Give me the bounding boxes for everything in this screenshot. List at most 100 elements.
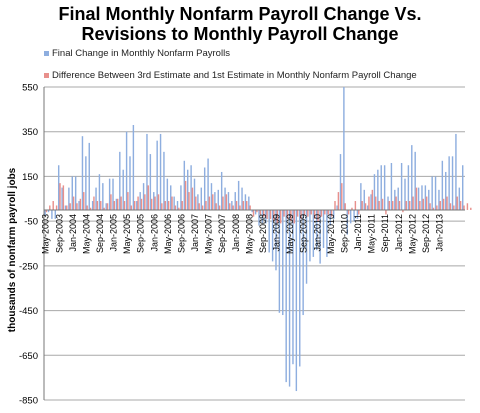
bar-revision-difference	[317, 209, 319, 222]
bar-final-change	[438, 189, 440, 210]
bar-revision-difference	[436, 205, 438, 210]
bar-final-change	[349, 209, 352, 224]
x-tick-label: Jan-2008	[231, 214, 241, 252]
bar-revision-difference	[76, 203, 78, 210]
bar-revision-difference	[453, 205, 455, 210]
bar-revision-difference	[117, 198, 119, 210]
bar-revision-difference	[337, 192, 340, 210]
bar-final-change	[166, 178, 169, 210]
x-tick-label: May-2009	[285, 214, 295, 254]
bar-final-change	[288, 209, 291, 387]
bar-revision-difference	[442, 198, 445, 210]
bar-final-change	[448, 156, 450, 210]
bar-final-change	[305, 209, 308, 284]
bar-final-change	[326, 209, 328, 257]
bar-final-change	[417, 187, 420, 210]
legend-item-revision-difference: Difference Between 3rd Estimate and 1st …	[44, 70, 417, 81]
bar-revision-difference	[164, 201, 166, 210]
bar-revision-difference	[286, 209, 289, 219]
bar-final-change	[170, 185, 172, 210]
bar-revision-difference	[222, 196, 224, 210]
bar-revision-difference	[364, 203, 367, 210]
bar-final-change	[346, 209, 348, 235]
bar-revision-difference	[290, 209, 292, 222]
bar-revision-difference	[354, 201, 357, 210]
bar-revision-difference	[72, 196, 75, 210]
bar-final-change	[366, 205, 369, 210]
bar-revision-difference	[120, 196, 122, 210]
y-tick-label: 350	[22, 127, 38, 138]
bar-final-change	[47, 209, 50, 213]
bar-revision-difference	[208, 196, 211, 210]
bar-final-change	[190, 165, 192, 210]
bar-revision-difference	[456, 196, 458, 210]
bar-final-change	[102, 183, 104, 210]
bar-revision-difference	[123, 201, 126, 210]
bar-final-change	[85, 156, 87, 210]
bar-final-change	[227, 192, 230, 210]
bar-final-change	[445, 171, 447, 210]
bar-revision-difference	[212, 194, 214, 210]
bar-revision-difference	[310, 209, 312, 215]
bar-final-change	[119, 151, 121, 210]
bar-revision-difference	[256, 209, 258, 213]
bar-revision-difference	[378, 201, 380, 210]
bar-revision-difference	[252, 209, 255, 217]
bar-revision-difference	[283, 209, 285, 217]
bar-final-change	[78, 201, 80, 210]
bar-revision-difference	[100, 201, 102, 210]
bar-revision-difference	[392, 201, 394, 210]
bar-final-change	[332, 209, 335, 219]
x-tick-label: May-2003	[41, 214, 51, 254]
bar-final-change	[241, 187, 243, 210]
bar-final-change	[125, 131, 128, 210]
bar-revision-difference	[79, 198, 82, 210]
y-tick-label: -450	[19, 306, 38, 317]
bar-revision-difference	[419, 201, 421, 210]
x-tick-label: Sep-2004	[95, 214, 105, 253]
bar-revision-difference	[279, 209, 282, 224]
bar-final-change	[397, 187, 399, 210]
bar-final-change	[248, 196, 250, 210]
x-tick-label: Jan-2005	[109, 214, 119, 252]
bar-final-change	[258, 209, 260, 226]
chart-title-line-2: Revisions to Monthly Payroll Change	[81, 24, 399, 44]
x-tick-label: Jan-2011	[353, 214, 363, 251]
bar-revision-difference	[327, 209, 329, 215]
bar-revision-difference	[161, 203, 163, 210]
bar-final-change	[108, 178, 111, 210]
bar-final-change	[207, 158, 209, 210]
bar-revision-difference	[463, 205, 465, 210]
bar-revision-difference	[402, 209, 404, 213]
bar-revision-difference	[432, 207, 435, 210]
bar-final-change	[336, 205, 338, 210]
bar-final-change	[187, 169, 189, 210]
x-tick-label: Sep-2007	[217, 214, 227, 253]
bar-final-change	[220, 171, 223, 210]
bar-revision-difference	[385, 209, 387, 215]
bar-final-change	[129, 156, 131, 210]
bar-revision-difference	[395, 196, 397, 210]
bar-revision-difference	[45, 209, 48, 213]
bar-revision-difference	[106, 203, 109, 210]
bar-revision-difference	[439, 201, 441, 210]
bar-final-change	[424, 185, 427, 210]
x-tick-label: Jan-2007	[190, 214, 200, 252]
bar-revision-difference	[86, 205, 88, 210]
bar-revision-difference	[93, 196, 95, 210]
bar-revision-difference	[375, 196, 377, 210]
bar-revision-difference	[388, 201, 391, 210]
bar-final-change	[183, 160, 186, 210]
bar-final-change	[431, 176, 433, 210]
x-tick-label: Jan-2006	[149, 214, 159, 252]
bar-revision-difference	[178, 207, 180, 210]
bar-revision-difference	[103, 207, 105, 210]
bar-final-change	[112, 178, 114, 210]
bar-revision-difference	[83, 192, 85, 210]
bar-final-change	[105, 203, 107, 210]
bar-revision-difference	[412, 196, 414, 210]
bar-final-change	[411, 145, 413, 210]
bar-revision-difference	[371, 189, 374, 210]
bar-revision-difference	[62, 185, 65, 210]
